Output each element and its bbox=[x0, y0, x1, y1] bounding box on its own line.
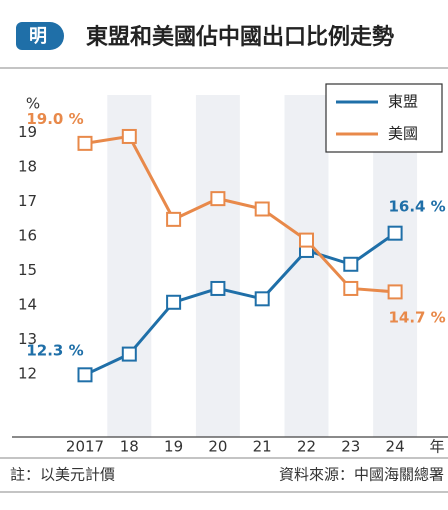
x-tick-label: 20 bbox=[208, 438, 227, 456]
x-tick-label: 22 bbox=[297, 438, 316, 456]
x-tick-label: 24 bbox=[386, 438, 405, 456]
point bbox=[254, 291, 270, 307]
value-label: 14.7 % bbox=[388, 308, 445, 326]
x-axis-label: 年 bbox=[429, 438, 444, 456]
point bbox=[166, 294, 182, 310]
point bbox=[299, 232, 314, 248]
y-axis-label: % bbox=[26, 95, 40, 113]
y-tick-label: 15 bbox=[18, 261, 37, 279]
legend-box bbox=[325, 83, 443, 153]
footer-note: 註：以美元計價 bbox=[10, 466, 115, 484]
x-tick-label: 18 bbox=[120, 438, 139, 456]
y-tick-label: 19 bbox=[18, 123, 37, 141]
point bbox=[254, 201, 270, 217]
y-tick-label: 18 bbox=[18, 157, 37, 175]
point bbox=[210, 280, 226, 296]
x-tick-label: 23 bbox=[341, 438, 360, 456]
chart-title: 東盟和美國佔中國出口比例走勢 bbox=[86, 24, 394, 50]
legend-label: 東盟 bbox=[388, 93, 418, 111]
value-label: 12.3 % bbox=[26, 341, 83, 359]
point bbox=[210, 191, 226, 207]
point bbox=[387, 225, 403, 241]
y-tick-label: 14 bbox=[18, 296, 37, 314]
x-tick-label: 19 bbox=[164, 438, 183, 456]
column-band bbox=[107, 95, 152, 437]
value-label: 16.4 % bbox=[388, 198, 445, 216]
y-tick-label: 16 bbox=[18, 227, 37, 245]
series-line bbox=[84, 134, 396, 294]
point bbox=[387, 284, 403, 300]
y-tick-label: 13 bbox=[18, 330, 37, 348]
y-tick-label: 17 bbox=[18, 192, 37, 210]
value-label: 19.0 % bbox=[26, 110, 83, 128]
point bbox=[166, 211, 182, 227]
x-tick-label: 2017 bbox=[66, 438, 104, 456]
point bbox=[77, 135, 93, 151]
logo: 明 bbox=[29, 26, 47, 47]
point bbox=[343, 256, 359, 272]
y-tick-label: 12 bbox=[18, 365, 37, 383]
column-band bbox=[195, 95, 240, 437]
logo-badge bbox=[16, 22, 64, 50]
x-tick-label: 21 bbox=[253, 438, 272, 456]
legend-label: 美國 bbox=[388, 125, 418, 143]
point bbox=[121, 128, 137, 144]
point bbox=[121, 346, 137, 362]
footer-source: 資料來源：中國海關總署 bbox=[279, 466, 444, 484]
point bbox=[77, 367, 93, 383]
point bbox=[343, 280, 359, 296]
